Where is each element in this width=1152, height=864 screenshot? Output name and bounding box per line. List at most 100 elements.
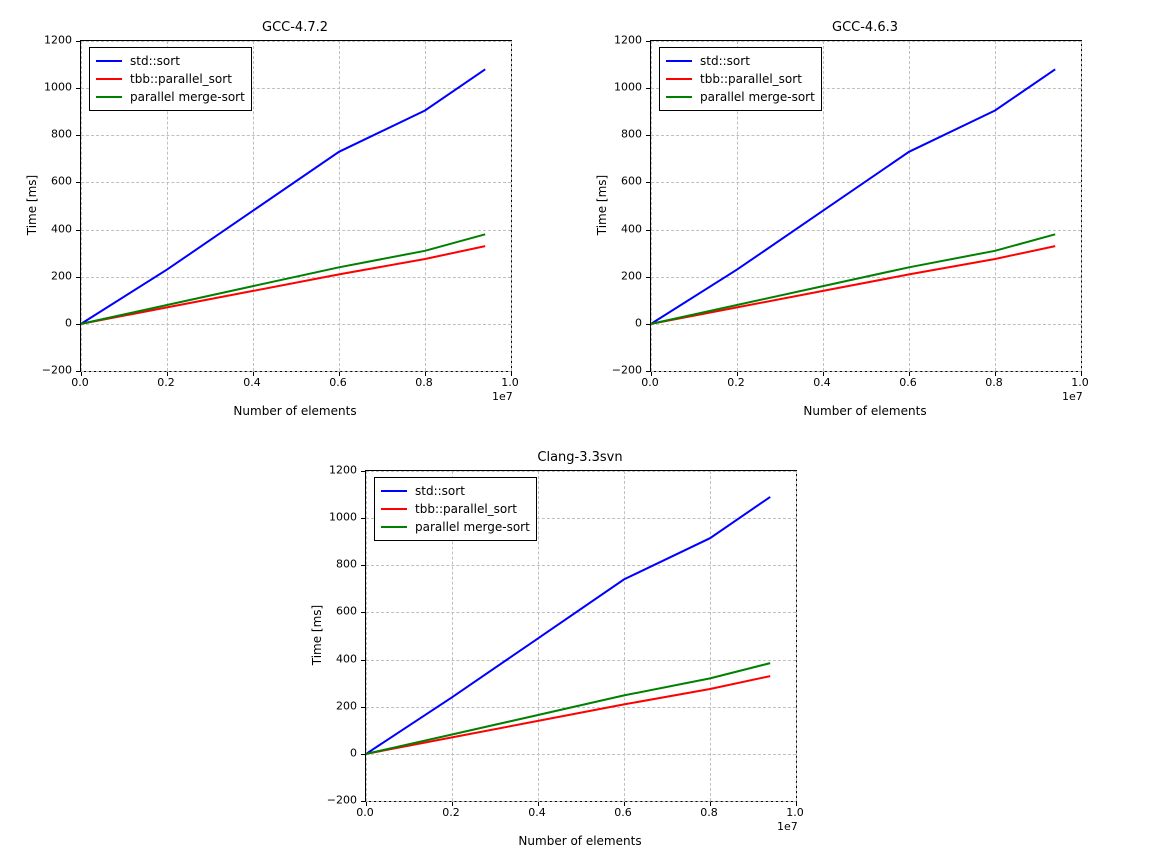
xtick-label: 1.0 bbox=[786, 806, 804, 819]
subplot-clang33: Clang-3.3svnstd::sorttbb::parallel_sortp… bbox=[365, 470, 795, 800]
subplot-title: GCC-4.7.2 bbox=[262, 20, 328, 35]
legend-label: std::sort bbox=[130, 54, 180, 68]
ytick-label: 600 bbox=[336, 605, 357, 618]
gridline-v bbox=[1081, 41, 1082, 371]
legend: std::sorttbb::parallel_sortparallel merg… bbox=[89, 47, 252, 111]
xtick-label: 0.8 bbox=[415, 376, 433, 389]
subplot-title: Clang-3.3svn bbox=[537, 450, 622, 465]
xlabel: Number of elements bbox=[803, 404, 926, 418]
ytick-label: 0 bbox=[350, 746, 357, 759]
legend-swatch bbox=[666, 60, 692, 62]
gridline-h bbox=[81, 371, 511, 372]
legend-item: parallel merge-sort bbox=[96, 88, 245, 106]
legend-swatch bbox=[381, 526, 407, 528]
legend-item: std::sort bbox=[96, 52, 245, 70]
ytick-label: 1200 bbox=[44, 34, 72, 47]
xtick-label: 0.4 bbox=[528, 806, 546, 819]
series-line bbox=[366, 663, 770, 754]
legend-label: std::sort bbox=[700, 54, 750, 68]
subplot-gcc463: GCC-4.6.3std::sorttbb::parallel_sortpara… bbox=[650, 40, 1080, 370]
legend-label: tbb::parallel_sort bbox=[700, 72, 802, 86]
plot-area: std::sorttbb::parallel_sortparallel merg… bbox=[80, 40, 512, 372]
xtick-label: 0.0 bbox=[641, 376, 659, 389]
xtick-label: 0.0 bbox=[356, 806, 374, 819]
ylabel: Time [ms] bbox=[25, 175, 39, 236]
legend-item: std::sort bbox=[381, 482, 530, 500]
legend-swatch bbox=[96, 78, 122, 80]
xtick-label: 0.0 bbox=[71, 376, 89, 389]
ytick-label: 400 bbox=[621, 222, 642, 235]
ytick-label: 800 bbox=[621, 128, 642, 141]
legend-swatch bbox=[666, 96, 692, 98]
xtick-label: 1.0 bbox=[501, 376, 519, 389]
x-exponent: 1e7 bbox=[1062, 390, 1083, 403]
xtick-label: 0.8 bbox=[700, 806, 718, 819]
gridline-h bbox=[366, 801, 796, 802]
ytick-label: 200 bbox=[621, 269, 642, 282]
ylabel: Time [ms] bbox=[595, 175, 609, 236]
plot-area: std::sorttbb::parallel_sortparallel merg… bbox=[365, 470, 797, 802]
ytick-label: 400 bbox=[51, 222, 72, 235]
ytick-label: 0 bbox=[65, 316, 72, 329]
xtick-label: 1.0 bbox=[1071, 376, 1089, 389]
ytick-label: 1000 bbox=[44, 81, 72, 94]
legend-swatch bbox=[381, 490, 407, 492]
xtick-label: 0.2 bbox=[727, 376, 745, 389]
ytick-label: 600 bbox=[51, 175, 72, 188]
legend-swatch bbox=[96, 60, 122, 62]
x-exponent: 1e7 bbox=[777, 820, 798, 833]
gridline-v bbox=[511, 41, 512, 371]
tick-y bbox=[361, 801, 366, 802]
gridline-h bbox=[651, 371, 1081, 372]
ytick-label: 600 bbox=[621, 175, 642, 188]
legend-item: tbb::parallel_sort bbox=[96, 70, 245, 88]
ytick-label: −200 bbox=[612, 364, 642, 377]
legend-label: parallel merge-sort bbox=[700, 90, 815, 104]
legend-item: parallel merge-sort bbox=[666, 88, 815, 106]
legend-label: tbb::parallel_sort bbox=[415, 502, 517, 516]
subplot-title: GCC-4.6.3 bbox=[832, 20, 898, 35]
legend-swatch bbox=[381, 508, 407, 510]
xtick-label: 0.8 bbox=[985, 376, 1003, 389]
xtick-label: 0.2 bbox=[157, 376, 175, 389]
legend-label: std::sort bbox=[415, 484, 465, 498]
ytick-label: 1200 bbox=[329, 464, 357, 477]
ytick-label: 800 bbox=[336, 558, 357, 571]
tick-y bbox=[76, 371, 81, 372]
legend-item: tbb::parallel_sort bbox=[381, 500, 530, 518]
ylabel: Time [ms] bbox=[310, 605, 324, 666]
legend: std::sorttbb::parallel_sortparallel merg… bbox=[659, 47, 822, 111]
xlabel: Number of elements bbox=[518, 834, 641, 848]
ytick-label: 1000 bbox=[614, 81, 642, 94]
legend-swatch bbox=[666, 78, 692, 80]
xtick-label: 0.4 bbox=[243, 376, 261, 389]
plot-area: std::sorttbb::parallel_sortparallel merg… bbox=[650, 40, 1082, 372]
ytick-label: 200 bbox=[336, 699, 357, 712]
subplot-gcc472: GCC-4.7.2std::sorttbb::parallel_sortpara… bbox=[80, 40, 510, 370]
ytick-label: −200 bbox=[327, 794, 357, 807]
ytick-label: 800 bbox=[51, 128, 72, 141]
legend-item: tbb::parallel_sort bbox=[666, 70, 815, 88]
tick-y bbox=[646, 371, 651, 372]
legend: std::sorttbb::parallel_sortparallel merg… bbox=[374, 477, 537, 541]
legend-label: parallel merge-sort bbox=[130, 90, 245, 104]
xtick-label: 0.6 bbox=[329, 376, 347, 389]
ytick-label: 200 bbox=[51, 269, 72, 282]
series-line bbox=[651, 234, 1055, 324]
legend-swatch bbox=[96, 96, 122, 98]
gridline-v bbox=[796, 471, 797, 801]
xtick-label: 0.2 bbox=[442, 806, 460, 819]
ytick-label: 1000 bbox=[329, 511, 357, 524]
xlabel: Number of elements bbox=[233, 404, 356, 418]
xtick-label: 0.6 bbox=[899, 376, 917, 389]
xtick-label: 0.6 bbox=[614, 806, 632, 819]
legend-label: parallel merge-sort bbox=[415, 520, 530, 534]
legend-item: std::sort bbox=[666, 52, 815, 70]
ytick-label: −200 bbox=[42, 364, 72, 377]
ytick-label: 400 bbox=[336, 652, 357, 665]
series-line bbox=[81, 234, 485, 324]
legend-label: tbb::parallel_sort bbox=[130, 72, 232, 86]
ytick-label: 0 bbox=[635, 316, 642, 329]
ytick-label: 1200 bbox=[614, 34, 642, 47]
x-exponent: 1e7 bbox=[492, 390, 513, 403]
